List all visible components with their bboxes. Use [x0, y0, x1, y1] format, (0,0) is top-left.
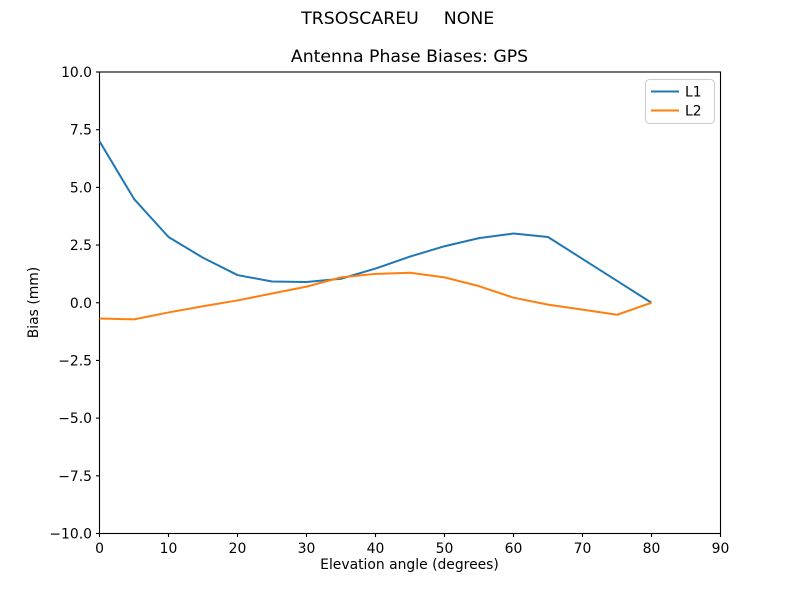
legend-item-l2: L2 — [651, 104, 702, 120]
series-line-l1 — [98, 140, 653, 304]
chart-title: Antenna Phase Biases: GPS — [291, 47, 528, 67]
series-line-l2 — [99, 271, 652, 321]
y-tick-label: 5.0 — [70, 180, 92, 196]
y-tick-label: 7.5 — [70, 123, 92, 139]
y-axis-label: Bias (mm) — [26, 267, 42, 338]
y-tick-label: −7.5 — [58, 469, 92, 485]
legend-label-l2: L2 — [685, 104, 702, 120]
figure-suptitle-right: NONE — [444, 9, 494, 29]
x-tick-label: 80 — [643, 541, 661, 557]
x-tick-label: 70 — [574, 541, 592, 557]
x-tick-label: 50 — [436, 541, 454, 557]
legend: L1 L2 — [645, 79, 715, 124]
y-tick-label: 2.5 — [70, 238, 92, 254]
x-tick-label: 30 — [298, 541, 316, 557]
plot-area-frame — [98, 71, 722, 535]
y-tick-label: −2.5 — [58, 353, 92, 369]
y-tick-label: 0.0 — [70, 296, 92, 312]
y-tick-label: 10.0 — [61, 65, 92, 81]
y-tick-label: −5.0 — [58, 411, 92, 427]
y-tick-label: −10.0 — [49, 527, 92, 543]
x-tick-label: 20 — [229, 541, 247, 557]
x-tick-label: 60 — [505, 541, 523, 557]
legend-item-l1: L1 — [651, 85, 702, 101]
x-tick-label: 10 — [160, 541, 178, 557]
legend-frame — [645, 79, 715, 124]
x-tick-label: 0 — [95, 541, 104, 557]
x-tick-label: 40 — [367, 541, 385, 557]
x-tick-label: 90 — [712, 541, 730, 557]
x-axis-label: Elevation angle (degrees) — [320, 557, 499, 573]
legend-label-l1: L1 — [685, 85, 702, 101]
figure-suptitle-left: TRSOSCAREU — [300, 9, 419, 29]
plot-dynamic-content: 0 10 20 30 40 50 60 70 80 90 10.0 7.5 5.0 2.5 0.0 −2.5 −… — [49, 65, 729, 557]
